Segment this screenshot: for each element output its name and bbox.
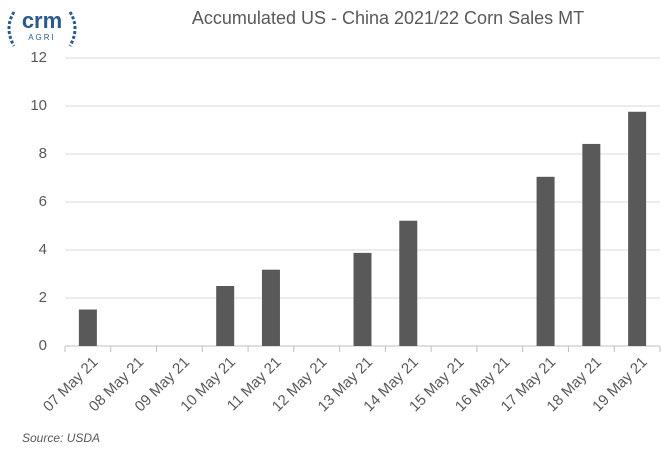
y-tick-label: 2 bbox=[39, 289, 47, 306]
y-tick-label: 8 bbox=[39, 145, 47, 162]
y-tick-label: 10 bbox=[30, 97, 47, 114]
bar bbox=[216, 286, 235, 346]
bar bbox=[582, 143, 601, 346]
logo: crm AGRI bbox=[7, 8, 77, 47]
logo-name: crm bbox=[22, 8, 62, 33]
bar bbox=[261, 269, 280, 346]
bar bbox=[78, 309, 97, 346]
source-note: Source: USDA bbox=[22, 431, 100, 445]
y-tick-label: 12 bbox=[30, 49, 47, 66]
y-tick-label: 6 bbox=[39, 193, 47, 210]
chart-title: Accumulated US - China 2021/22 Corn Sale… bbox=[192, 8, 584, 28]
logo-sub: AGRI bbox=[28, 33, 56, 42]
bar bbox=[399, 220, 418, 346]
y-tick-label: 4 bbox=[39, 241, 47, 258]
bar bbox=[628, 111, 647, 346]
bar bbox=[536, 176, 555, 346]
logo-laurel bbox=[7, 11, 77, 47]
bar bbox=[353, 252, 372, 346]
y-tick-label: 0 bbox=[39, 337, 47, 354]
